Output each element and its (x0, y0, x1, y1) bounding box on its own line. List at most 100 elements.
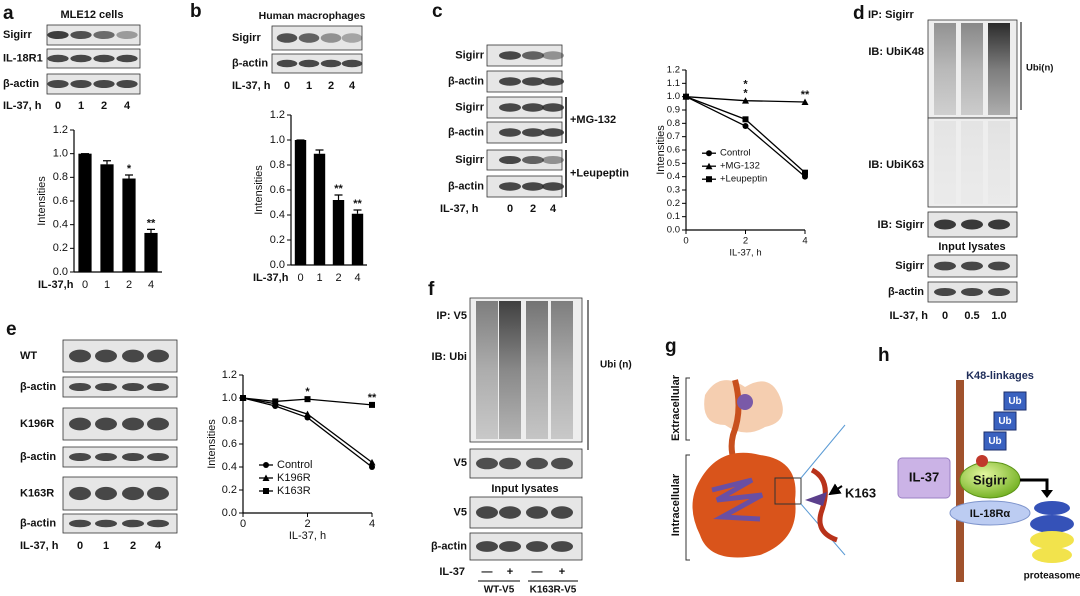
y-tick-label: 0.6 (270, 184, 285, 196)
panel-label: f (428, 279, 435, 300)
blot-band (122, 417, 144, 431)
y-tick-label: 0.0 (270, 259, 285, 271)
blot-band (320, 33, 342, 43)
blot-label: β-actin (20, 381, 56, 393)
blot-band (499, 103, 521, 112)
blot-band (147, 349, 169, 363)
y-axis-label: Intensities (655, 125, 667, 175)
bar (122, 178, 136, 272)
ub-label: Ub (998, 416, 1011, 427)
blot-label: V5 (454, 506, 467, 518)
blot-band (147, 453, 169, 461)
lane-label: 4 (124, 100, 131, 112)
blot-band (122, 486, 144, 501)
y-tick-label: 0.7 (667, 131, 680, 142)
y-tick-label: 1.0 (222, 392, 237, 404)
y-tick-label: 0.6 (222, 438, 237, 450)
y-tick-label: 0.6 (53, 195, 68, 207)
y-tick-label: 0.2 (222, 484, 237, 496)
x-tick-label: 1 (316, 272, 322, 284)
blot-label: β-actin (888, 286, 924, 298)
blot-band (122, 453, 144, 461)
x-axis-label: IL-37, h (289, 530, 326, 542)
arrow (1020, 478, 1049, 492)
blot-band (499, 506, 521, 519)
blot-label: IB: UbiK63 (868, 159, 924, 171)
marker (742, 116, 749, 123)
blot-band (69, 453, 91, 461)
annotation: ** (353, 198, 362, 210)
bar (78, 153, 92, 272)
lane-label: 1 (306, 80, 312, 92)
error-bar (353, 209, 362, 214)
x-axis-label: IL-37, h (729, 248, 761, 259)
blot-band (122, 383, 144, 391)
blot-label: β-actin (20, 451, 56, 463)
bar (294, 140, 307, 265)
annotation: ** (147, 217, 156, 229)
blot-band (93, 54, 115, 63)
bar (144, 232, 158, 272)
blot-label: β-actin (448, 180, 484, 192)
y-tick-label: 0.2 (270, 234, 285, 246)
blot-band (47, 80, 69, 88)
blot-band (526, 541, 548, 552)
y-tick-label: 0.0 (667, 225, 680, 236)
blot (62, 376, 178, 398)
blot-band (69, 519, 91, 528)
group-label: K163R-V5 (530, 585, 577, 596)
y-tick-label: 0.4 (222, 461, 237, 473)
series-line (242, 397, 373, 468)
blot-band (542, 77, 564, 86)
x-tick-label: 2 (743, 236, 748, 247)
blot-label: Sigirr (895, 260, 924, 272)
pathway-diagram (897, 380, 1074, 582)
marker (272, 398, 279, 405)
blot-band (95, 486, 117, 501)
annotation: * (305, 386, 310, 398)
x-tick-label: 0 (297, 272, 303, 284)
zoom-chain (810, 467, 838, 543)
legend-label: +MG-132 (720, 161, 760, 172)
y-tick-label: 1.1 (667, 78, 680, 89)
treatment-label: +Leupeptin (570, 167, 629, 179)
blot-band (542, 156, 564, 164)
marker (742, 97, 749, 104)
ligand-label: IL-37 (909, 469, 939, 484)
blot-band (551, 506, 573, 519)
blot-label: WT (20, 350, 37, 362)
y-tick-label: 0.2 (53, 242, 68, 254)
sheet (711, 477, 764, 522)
lane-label: 2 (328, 80, 334, 92)
blot-band (70, 80, 92, 88)
residue-label: K163 (845, 485, 876, 500)
blot-label: Sigirr (455, 101, 484, 113)
blot-band (522, 128, 544, 137)
series-line (242, 397, 373, 406)
legend-label: K163R (277, 485, 311, 497)
lane-label: 1 (103, 540, 109, 552)
blot-band (69, 417, 91, 431)
helix-end (737, 394, 753, 410)
smear-label: Ubi (n) (600, 360, 632, 371)
lane-title: IL-37, h (440, 203, 479, 215)
lane-label: 0.5 (964, 310, 979, 322)
smear-lane (961, 121, 983, 204)
y-tick-label: 0.2 (667, 198, 680, 209)
lane-label: 0 (284, 80, 290, 92)
x-axis-label: IL-37,h (253, 272, 289, 284)
x-tick-label: 0 (240, 518, 246, 530)
blot-band (499, 77, 521, 86)
lane-label: 2 (101, 100, 107, 112)
blot-label: β-actin (431, 540, 467, 552)
blot-band (147, 486, 169, 501)
marker (802, 169, 808, 176)
error-bar (103, 160, 111, 165)
blot-band (522, 156, 544, 164)
lane-label: 0 (942, 310, 948, 322)
blot-band (526, 506, 548, 519)
x-tick-label: 2 (304, 518, 310, 530)
blot-band (499, 541, 521, 552)
blot-band (499, 457, 521, 470)
